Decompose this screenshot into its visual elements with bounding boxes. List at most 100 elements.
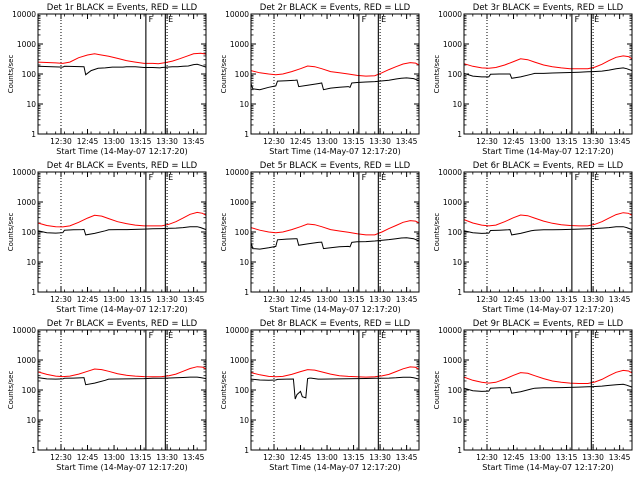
chart-panel-8: Det 8r BLACK = Events, RED = LLD Counts/s…	[220, 319, 420, 472]
marker-label: E	[594, 331, 599, 340]
y-tick-label: 10000	[12, 10, 36, 19]
series-line-events	[463, 67, 633, 79]
chart-title: Det 1r BLACK = Events, RED = LLD	[47, 3, 198, 13]
x-tick-label: 12:45	[503, 137, 525, 146]
y-tick-label: 100	[235, 228, 250, 237]
series-line-lld	[250, 220, 420, 236]
x-tick-label: 12:30	[50, 137, 72, 146]
marker-label: F	[362, 331, 367, 340]
y-tick-label: 10	[26, 416, 36, 425]
y-tick-label: 10000	[225, 10, 249, 19]
x-axis-label: Start Time (14-May-07 12:17:20)	[482, 305, 613, 314]
chart-panel-2: Det 2r BLACK = Events, RED = LLD Counts/s…	[220, 3, 420, 156]
x-tick-label: 12:30	[476, 295, 498, 304]
x-tick-label: 13:15	[556, 453, 578, 462]
y-tick-label: 1000	[17, 40, 36, 49]
series-line-events	[37, 226, 207, 236]
marker-label: E	[168, 15, 173, 24]
chart-title: Det 6r BLACK = Events, RED = LLD	[473, 161, 624, 171]
x-tick-label: 13:30	[582, 295, 604, 304]
y-tick-label: 1000	[443, 40, 462, 49]
y-tick-label: 1000	[17, 356, 36, 365]
x-tick-label: 12:45	[290, 137, 312, 146]
marker-label: F	[575, 15, 580, 24]
chart-panel-5: Det 5r BLACK = Events, RED = LLD Counts/s…	[220, 161, 420, 314]
y-tick-label: 10000	[438, 10, 462, 19]
y-tick-label: 100	[22, 70, 37, 79]
x-tick-label: 13:00	[529, 295, 551, 304]
y-tick-label: 10000	[438, 326, 462, 335]
x-axis-label: Start Time (14-May-07 12:17:20)	[269, 305, 400, 314]
x-tick-label: 12:45	[290, 295, 312, 304]
x-tick-label: 13:00	[529, 137, 551, 146]
y-tick-label: 10000	[12, 326, 36, 335]
y-axis-label: Counts/sec	[220, 371, 228, 410]
x-tick-label: 13:15	[343, 295, 365, 304]
series-line-lld	[250, 62, 420, 77]
marker-label: F	[362, 173, 367, 182]
x-tick-label: 13:30	[156, 137, 178, 146]
series-line-events	[250, 77, 420, 91]
chart-title: Det 4r BLACK = Events, RED = LLD	[47, 161, 198, 171]
x-tick-label: 13:30	[582, 453, 604, 462]
chart-title: Det 3r BLACK = Events, RED = LLD	[473, 3, 624, 13]
series-line-lld	[37, 366, 207, 378]
y-axis-label: Counts/sec	[433, 371, 441, 410]
x-tick-label: 12:45	[77, 295, 99, 304]
y-tick-label: 1	[457, 130, 462, 139]
x-tick-label: 13:15	[130, 137, 152, 146]
plot-frame	[463, 329, 633, 451]
chart-panel-7: Det 7r BLACK = Events, RED = LLD Counts/s…	[7, 319, 207, 472]
y-tick-label: 10	[452, 100, 462, 109]
x-tick-label: 12:30	[476, 137, 498, 146]
x-tick-label: 13:15	[130, 295, 152, 304]
series-line-lld	[250, 366, 420, 378]
marker-label: F	[575, 173, 580, 182]
x-tick-label: 13:00	[316, 295, 338, 304]
y-tick-label: 100	[448, 386, 463, 395]
x-tick-label: 13:15	[130, 453, 152, 462]
series-line-lld	[463, 55, 633, 70]
y-tick-label: 100	[448, 228, 463, 237]
y-tick-label: 100	[235, 70, 250, 79]
x-tick-label: 12:45	[77, 137, 99, 146]
series-line-lld	[463, 212, 633, 227]
x-tick-label: 12:30	[263, 137, 285, 146]
y-tick-label: 10	[239, 100, 249, 109]
x-axis-label: Start Time (14-May-07 12:17:20)	[269, 147, 400, 156]
x-tick-label: 13:45	[609, 295, 631, 304]
x-tick-label: 12:30	[50, 453, 72, 462]
y-tick-label: 1000	[230, 40, 249, 49]
y-axis-label: Counts/sec	[433, 213, 441, 252]
x-tick-label: 13:45	[396, 295, 418, 304]
x-tick-label: 13:30	[369, 295, 391, 304]
x-tick-label: 13:30	[369, 453, 391, 462]
series-line-events	[250, 237, 420, 250]
x-tick-label: 12:45	[503, 453, 525, 462]
marker-label: F	[149, 15, 154, 24]
marker-label: E	[594, 15, 599, 24]
x-tick-label: 13:30	[156, 453, 178, 462]
y-axis-label: Counts/sec	[220, 55, 228, 94]
x-tick-label: 13:15	[343, 137, 365, 146]
x-tick-label: 13:45	[609, 453, 631, 462]
chart-panel-6: Det 6r BLACK = Events, RED = LLD Counts/s…	[433, 161, 633, 314]
y-tick-label: 1	[244, 130, 249, 139]
series-line-events	[37, 376, 207, 386]
x-axis-label: Start Time (14-May-07 12:17:20)	[56, 305, 187, 314]
x-axis-label: Start Time (14-May-07 12:17:20)	[56, 463, 187, 472]
x-tick-label: 13:00	[316, 137, 338, 146]
y-tick-label: 10000	[12, 168, 36, 177]
x-axis-label: Start Time (14-May-07 12:17:20)	[482, 463, 613, 472]
y-tick-label: 10	[26, 100, 36, 109]
x-tick-label: 13:00	[316, 453, 338, 462]
y-axis-label: Counts/sec	[7, 371, 15, 410]
y-tick-label: 10	[26, 258, 36, 267]
series-line-events	[463, 383, 633, 394]
x-tick-label: 13:00	[103, 137, 125, 146]
marker-label: E	[594, 173, 599, 182]
x-tick-label: 13:45	[183, 453, 205, 462]
marker-label: E	[381, 15, 386, 24]
y-tick-label: 10	[452, 258, 462, 267]
